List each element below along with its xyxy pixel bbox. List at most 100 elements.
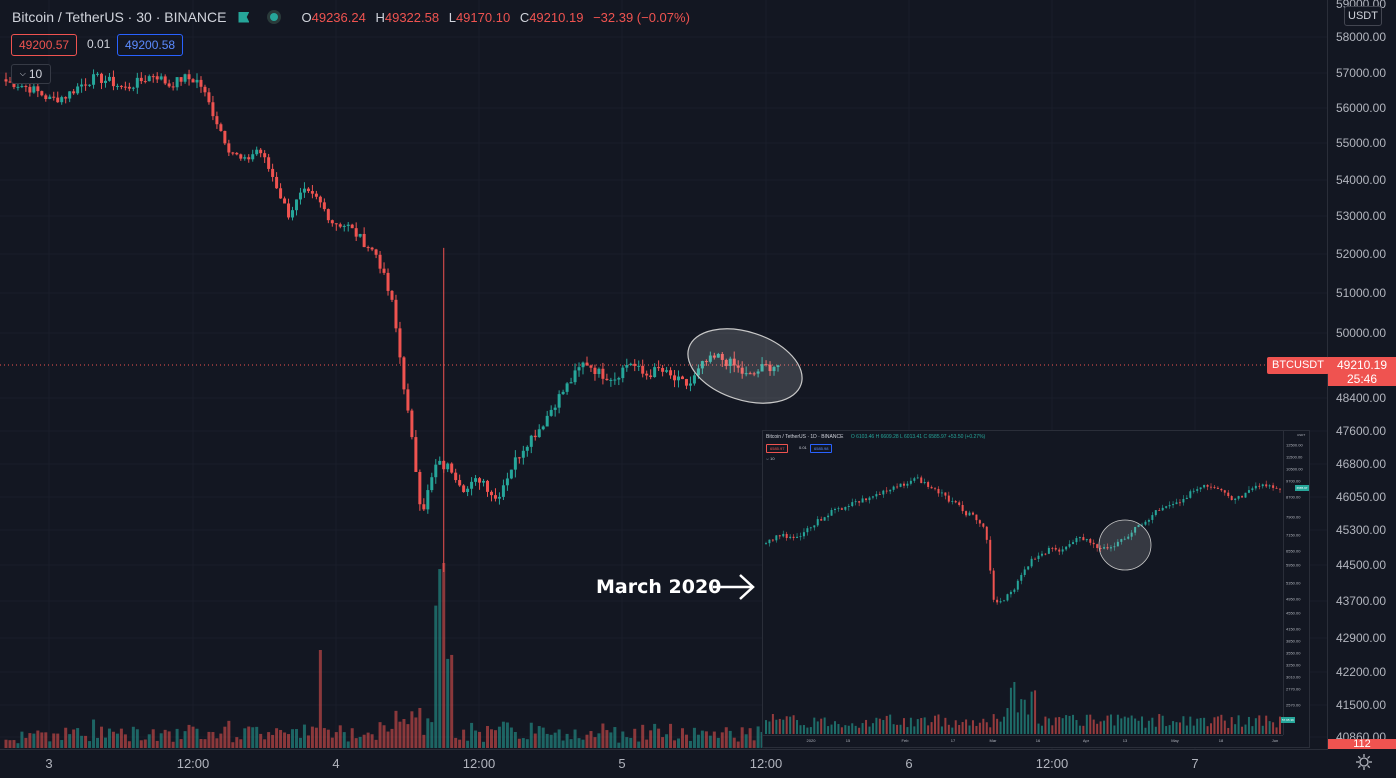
inset-candle-body (1182, 498, 1185, 503)
candle-body (243, 157, 247, 159)
inset-volume-bar (1130, 715, 1133, 734)
volume-bar (24, 737, 28, 748)
currency-unit-button[interactable]: USDT (1344, 6, 1382, 26)
inset-volume-bar (1009, 687, 1012, 734)
inset-volume-bar (802, 725, 805, 734)
inset-price-label: 2770.00 (1286, 686, 1301, 692)
inset-price-label: 9700.00 (1286, 478, 1301, 484)
candle-body (40, 91, 44, 96)
inset-time-label: Jun (1271, 738, 1279, 743)
candle-body (56, 97, 60, 103)
candle-body (692, 375, 696, 384)
inset-candle-body (875, 494, 878, 497)
inset-candle-body (858, 501, 861, 503)
volume-bar (223, 726, 227, 748)
inset-candle-body (833, 508, 836, 510)
candle-body (123, 86, 127, 88)
candle-body (255, 149, 259, 155)
inset-candle-body (982, 523, 985, 527)
candle-body (211, 102, 215, 117)
volume-bar (533, 733, 537, 748)
candle-body (314, 193, 318, 197)
inset-volume-bar (775, 719, 778, 734)
inset-candle-body (1116, 541, 1119, 547)
candle-body (529, 435, 533, 447)
time-axis[interactable]: 3 12:00 4 12:00 5 12:00 6 12:00 7 (0, 749, 1328, 778)
inset-volume-bar (789, 716, 792, 734)
inset-candle-body (989, 539, 992, 571)
candle-body (450, 463, 454, 473)
volume-bar (418, 707, 422, 748)
volume-bar (581, 739, 585, 748)
volume-bar (458, 739, 462, 748)
candle-body (657, 367, 661, 369)
volume-bar (111, 731, 115, 748)
price-axis-label: 52000.00 (1335, 247, 1386, 261)
candle-body (155, 76, 159, 80)
price-axis-label: 55000.00 (1335, 136, 1386, 150)
volume-bar (211, 732, 215, 748)
gear-icon[interactable] (1355, 753, 1373, 771)
inset-candle-body (899, 483, 902, 487)
inset-candle-body (1168, 505, 1171, 507)
volume-bar (163, 729, 167, 748)
candle-body (346, 224, 350, 226)
inset-candle-body (816, 519, 819, 526)
volume-bar (684, 734, 688, 748)
candle-body (259, 149, 263, 154)
volume-bar (637, 741, 641, 748)
volume-bar (541, 727, 545, 748)
inset-volume-bar (1220, 714, 1223, 734)
indicator-toggle[interactable]: ⌵ 10 (11, 64, 51, 84)
candle-body (649, 375, 653, 378)
inset-candle-body (937, 488, 940, 494)
inset-volume-bar (847, 725, 850, 734)
candle-body (342, 225, 346, 227)
inset-volume-bar (1261, 725, 1264, 734)
price-axis-label: 43700.00 (1335, 594, 1386, 608)
inset-volume-bar (965, 719, 968, 734)
volume-bar (712, 731, 716, 748)
inset-volume-bar (892, 724, 895, 734)
inset-candle-body (765, 543, 767, 544)
inset-candle-body (778, 535, 781, 537)
inset-price-label: 6550.00 (1286, 548, 1301, 554)
time-axis-label: 12:00 (1035, 756, 1069, 771)
symbol-title[interactable]: Bitcoin / TetherUS · 30 · BINANCE (12, 9, 227, 25)
market-status-icon[interactable] (267, 10, 282, 24)
candle-body (287, 203, 291, 218)
inset-volume-bar (820, 718, 823, 734)
inset-volume-bar (1275, 727, 1278, 734)
inset-candle-body (896, 486, 899, 488)
buy-price-button[interactable]: 49200.58 (117, 34, 184, 56)
inset-candle-body (1096, 544, 1099, 549)
inset-volume-bar (1223, 720, 1226, 734)
volume-bar (80, 735, 84, 748)
inset-volume-bar (940, 726, 943, 734)
price-change: −32.39 (−0.07%) (593, 9, 690, 25)
flag-icon[interactable] (238, 11, 250, 23)
inset-candle-body (1237, 496, 1240, 499)
inset-volume-bar (1047, 718, 1050, 734)
candle-body (227, 143, 231, 153)
sell-price-button[interactable]: 49200.57 (11, 34, 78, 56)
inset-candle-body (865, 498, 868, 501)
volume-bar (724, 727, 728, 748)
inset-candle-body (785, 533, 788, 539)
inset-candle-body (1203, 484, 1206, 488)
candle-body (267, 157, 271, 169)
candle-body (493, 495, 497, 499)
candle-body (215, 116, 219, 125)
candle-body (585, 362, 589, 366)
inset-price-label: 2570.00 (1286, 702, 1301, 708)
inset-volume-bar (1254, 718, 1257, 734)
candle-body (291, 210, 295, 218)
inset-volume-bar (875, 717, 878, 734)
inset-price-label: 11500.00 (1286, 454, 1303, 460)
volume-bar (557, 729, 561, 748)
inset-candle-body (840, 508, 843, 510)
volume-bar (227, 720, 231, 748)
candle-body (513, 457, 517, 470)
volume-bar (314, 727, 318, 748)
candle-body (422, 504, 426, 510)
